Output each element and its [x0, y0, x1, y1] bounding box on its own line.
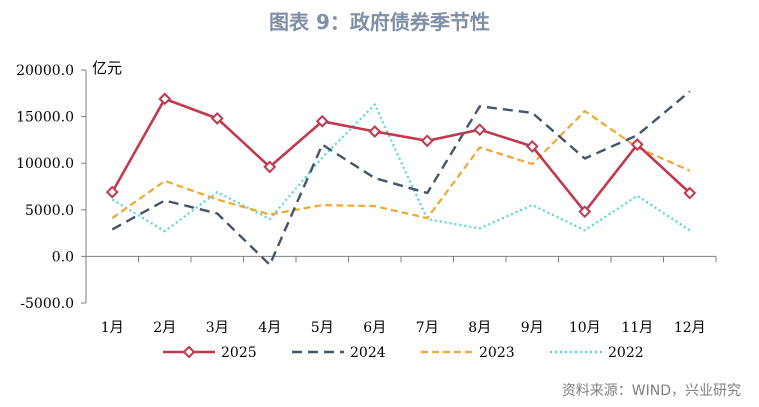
- chart-title: 图表 9：政府债券季节性: [269, 10, 490, 34]
- legend-marker-2025: [182, 345, 196, 359]
- y-tick-label: -5000.0: [20, 296, 74, 312]
- data-point-2025: [420, 134, 434, 148]
- x-tick-label: 5月: [311, 320, 334, 336]
- data-point-2025: [263, 160, 277, 174]
- y-tick-label: 20000.0: [16, 63, 74, 79]
- x-tick-label: 7月: [416, 320, 439, 336]
- source-note: 资料来源：WIND，兴业研究: [561, 383, 741, 399]
- data-point-2025: [578, 205, 592, 219]
- x-tick-label: 8月: [468, 320, 491, 336]
- series-line-2024: [111, 90, 691, 266]
- legend-label-2025: 2025: [221, 345, 257, 361]
- y-tick-label: 0.0: [52, 249, 74, 265]
- data-point-2025: [368, 125, 382, 138]
- x-tick-label: 11月: [621, 320, 653, 336]
- x-tick-label: 6月: [363, 320, 386, 336]
- data-point-2025: [210, 112, 224, 125]
- y-tick-label: 5000.0: [25, 203, 74, 219]
- data-point-2025: [525, 140, 539, 153]
- x-tick-label: 1月: [101, 320, 124, 336]
- y-tick-label: 10000.0: [16, 156, 74, 172]
- legend-label-2023: 2023: [479, 345, 515, 361]
- legend-label-2022: 2022: [608, 345, 644, 361]
- series-line-2022: [111, 103, 691, 233]
- legend-label-2024: 2024: [350, 345, 386, 361]
- y-axis-unit: 亿元: [92, 59, 122, 77]
- x-tick-label: 9月: [521, 320, 544, 336]
- data-point-2025: [683, 186, 697, 200]
- data-point-2025: [630, 138, 644, 151]
- x-tick-label: 4月: [258, 320, 281, 336]
- data-point-2025: [473, 123, 487, 137]
- data-point-2025: [158, 92, 172, 106]
- data-point-2025: [315, 114, 329, 128]
- y-tick-label: 15000.0: [16, 110, 74, 126]
- series-line-2023: [111, 109, 691, 220]
- x-tick-label: 3月: [206, 320, 229, 336]
- data-point-2025: [105, 185, 119, 199]
- x-tick-label: 10月: [569, 320, 601, 336]
- series-line-2025: [111, 97, 691, 213]
- x-tick-label: 12月: [674, 320, 706, 336]
- x-tick-label: 2月: [153, 320, 176, 336]
